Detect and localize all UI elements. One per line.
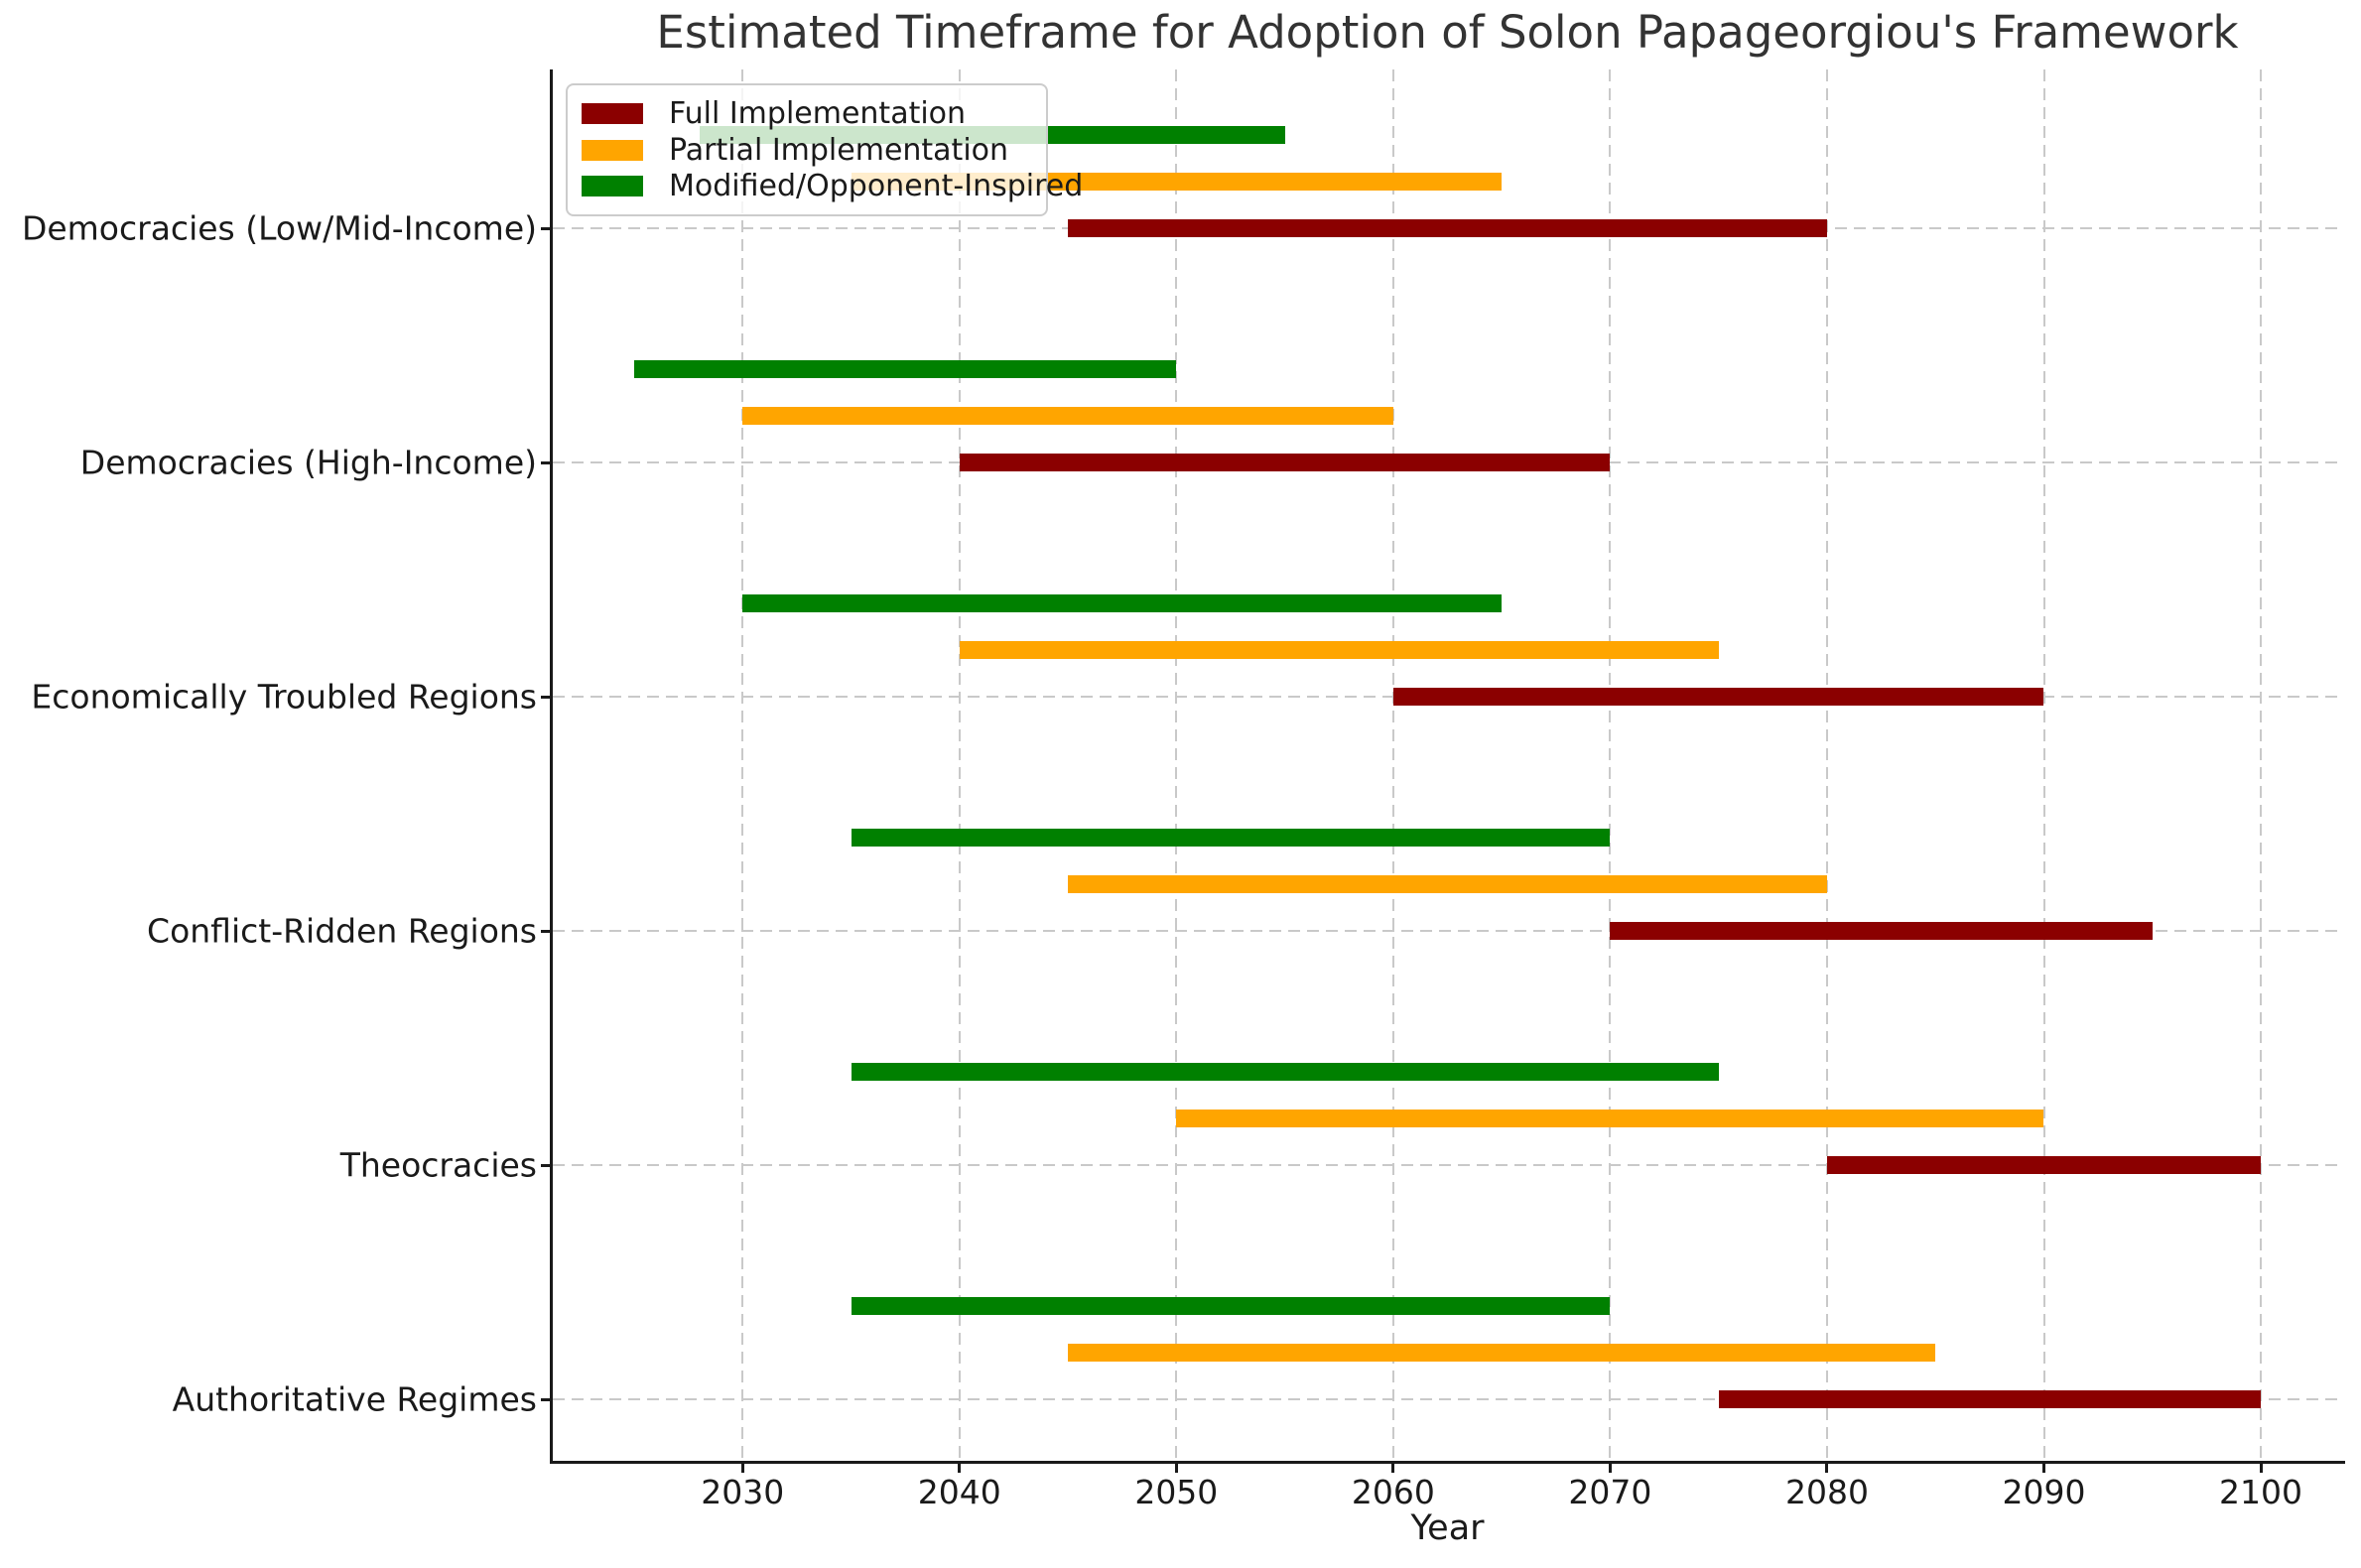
legend-item-1: Partial Implementation <box>582 132 1030 169</box>
legend-label: Partial Implementation <box>669 132 1009 168</box>
gridline-x-2050 <box>1175 69 1178 1461</box>
y-tick-3 <box>541 929 553 933</box>
bar-full-implementation-row-5 <box>1718 1390 2262 1408</box>
legend-item-2: Modified/Opponent-Inspired <box>582 168 1083 204</box>
gridline-x-2040 <box>958 69 961 1461</box>
legend-swatch-icon <box>582 176 643 197</box>
gridline-y-4 <box>553 1164 2342 1166</box>
bar-partial-implementation-row-2 <box>959 641 1719 659</box>
x-tick-2030 <box>740 1461 744 1473</box>
x-tick-label-2100: 2100 <box>2219 1473 2303 1511</box>
left-spine <box>550 69 553 1464</box>
bar-partial-implementation-row-5 <box>1068 1344 1936 1362</box>
legend-swatch-icon <box>582 102 643 124</box>
bar-full-implementation-row-1 <box>959 454 1611 471</box>
x-tick-2100 <box>2259 1461 2263 1473</box>
bottom-spine <box>550 1461 2345 1464</box>
x-tick-label-2090: 2090 <box>2002 1473 2086 1511</box>
legend-swatch-icon <box>582 139 643 161</box>
bar-full-implementation-row-2 <box>1392 688 2044 706</box>
y-tick-0 <box>541 226 553 230</box>
x-axis-label: Year <box>1410 1508 1485 1548</box>
y-tick-label-0: Democracies (Low/Mid-Income) <box>21 208 537 248</box>
x-tick-label-2040: 2040 <box>917 1473 1001 1511</box>
y-tick-label-4: Theocracies <box>339 1145 537 1185</box>
gridline-x-2080 <box>1825 69 1828 1461</box>
gridline-x-2060 <box>1391 69 1394 1461</box>
legend: Full Implementation Partial Implementatio… <box>566 83 1083 216</box>
y-tick-1 <box>541 460 553 464</box>
bar-modified-opponent-inspired-row-2 <box>742 594 1503 612</box>
y-tick-2 <box>541 695 553 699</box>
bar-partial-implementation-row-4 <box>1176 1110 2044 1127</box>
gridline-y-5 <box>553 1398 2342 1400</box>
bar-full-implementation-row-0 <box>1068 219 1827 237</box>
x-tick-label-2080: 2080 <box>1784 1473 1869 1511</box>
x-tick-2070 <box>1608 1461 1612 1473</box>
x-tick-label-2050: 2050 <box>1134 1473 1219 1511</box>
x-tick-2080 <box>1825 1461 1829 1473</box>
y-tick-label-2: Economically Troubled Regions <box>31 677 537 717</box>
y-tick-label-1: Democracies (High-Income) <box>79 443 537 482</box>
y-tick-5 <box>541 1397 553 1401</box>
x-tick-2040 <box>958 1461 962 1473</box>
gridline-y-3 <box>553 930 2342 932</box>
bar-partial-implementation-row-3 <box>1068 875 1827 893</box>
bar-modified-opponent-inspired-row-3 <box>851 829 1611 847</box>
gridline-x-2030 <box>741 69 744 1461</box>
bar-full-implementation-row-3 <box>1610 922 2153 940</box>
x-tick-2050 <box>1174 1461 1178 1473</box>
gridline-x-2090 <box>2042 69 2045 1461</box>
y-tick-label-3: Conflict-Ridden Regions <box>147 911 537 951</box>
y-tick-4 <box>541 1163 553 1167</box>
bar-modified-opponent-inspired-row-5 <box>851 1297 1611 1315</box>
legend-item-0: Full Implementation <box>582 95 1030 132</box>
chart-title: Estimated Timeframe for Adoption of Solo… <box>656 6 2239 59</box>
bar-modified-opponent-inspired-row-4 <box>851 1063 1719 1081</box>
legend-label: Modified/Opponent-Inspired <box>669 169 1084 204</box>
gridline-x-2070 <box>1609 69 1612 1461</box>
x-tick-label-2060: 2060 <box>1351 1473 1435 1511</box>
x-tick-2060 <box>1391 1461 1395 1473</box>
x-tick-label-2070: 2070 <box>1568 1473 1652 1511</box>
gridline-x-2100 <box>2260 69 2263 1461</box>
bar-modified-opponent-inspired-row-1 <box>633 360 1177 378</box>
bar-full-implementation-row-4 <box>1826 1156 2262 1174</box>
plot-area <box>553 69 2342 1461</box>
y-tick-label-5: Authoritative Regimes <box>172 1379 537 1419</box>
legend-label: Full Implementation <box>669 95 967 131</box>
x-tick-label-2030: 2030 <box>701 1473 785 1511</box>
x-tick-2090 <box>2042 1461 2045 1473</box>
bar-partial-implementation-row-1 <box>742 407 1393 425</box>
